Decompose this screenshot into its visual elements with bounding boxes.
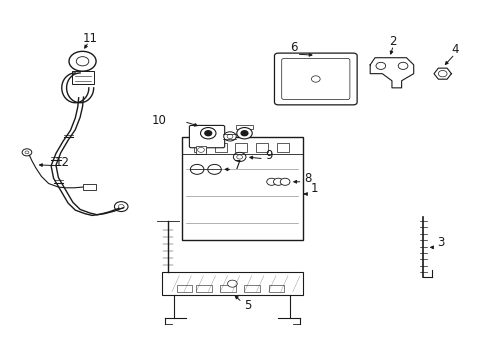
FancyBboxPatch shape xyxy=(274,53,356,105)
Circle shape xyxy=(280,178,289,185)
Bar xyxy=(268,285,284,292)
Circle shape xyxy=(241,131,247,136)
Circle shape xyxy=(22,149,32,156)
Bar xyxy=(177,285,192,292)
Text: 4: 4 xyxy=(450,43,458,56)
Circle shape xyxy=(69,51,96,71)
Circle shape xyxy=(266,178,276,185)
Circle shape xyxy=(207,165,221,174)
Bar xyxy=(199,125,217,129)
Circle shape xyxy=(76,57,89,66)
Bar xyxy=(276,143,288,152)
Circle shape xyxy=(114,202,128,212)
Circle shape xyxy=(227,280,237,287)
Text: 11: 11 xyxy=(83,32,98,45)
Circle shape xyxy=(437,71,446,77)
Circle shape xyxy=(375,62,385,69)
Text: 3: 3 xyxy=(436,235,444,248)
Circle shape xyxy=(311,76,320,82)
Text: 1: 1 xyxy=(309,182,317,195)
Bar xyxy=(220,285,235,292)
Bar xyxy=(193,143,205,152)
Circle shape xyxy=(226,134,232,139)
Circle shape xyxy=(233,152,245,162)
Text: 6: 6 xyxy=(290,41,297,54)
Bar xyxy=(235,143,247,152)
Bar xyxy=(162,272,302,295)
Text: 9: 9 xyxy=(265,149,272,162)
Text: 2: 2 xyxy=(389,35,396,48)
Text: 8: 8 xyxy=(304,172,311,185)
Circle shape xyxy=(118,204,124,209)
Circle shape xyxy=(223,132,236,141)
Circle shape xyxy=(204,131,211,136)
Bar xyxy=(72,71,94,84)
Polygon shape xyxy=(369,58,413,88)
Bar xyxy=(196,146,205,154)
Bar xyxy=(82,184,96,190)
Circle shape xyxy=(236,155,242,159)
Circle shape xyxy=(190,165,203,174)
Circle shape xyxy=(25,151,29,154)
Bar xyxy=(256,143,267,152)
Circle shape xyxy=(200,127,216,139)
Circle shape xyxy=(197,147,204,152)
Circle shape xyxy=(236,127,252,139)
FancyBboxPatch shape xyxy=(189,125,224,148)
Polygon shape xyxy=(433,68,450,79)
Bar xyxy=(196,285,211,292)
Bar xyxy=(181,138,302,240)
Bar xyxy=(235,125,253,129)
Text: 7: 7 xyxy=(233,159,241,172)
Text: 5: 5 xyxy=(244,299,251,312)
Text: 12: 12 xyxy=(55,157,70,170)
Circle shape xyxy=(273,178,283,185)
Bar xyxy=(214,143,226,152)
FancyBboxPatch shape xyxy=(281,58,349,100)
Bar xyxy=(244,285,260,292)
Text: 10: 10 xyxy=(151,114,166,127)
Circle shape xyxy=(397,62,407,69)
